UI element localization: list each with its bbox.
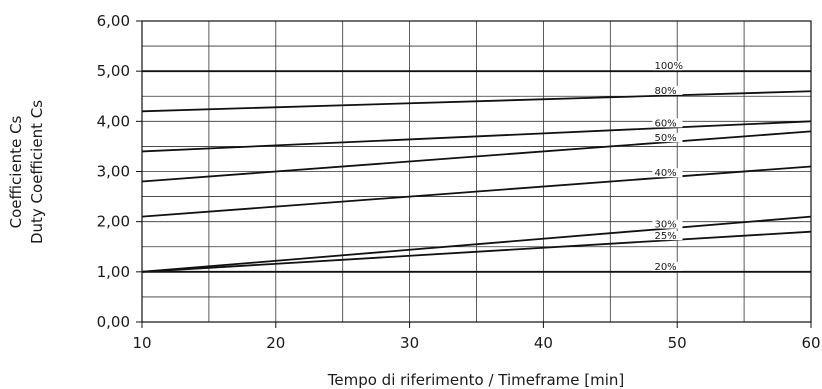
series-label-background xyxy=(652,168,683,178)
y-axis-title-line-2: Duty Coefficient Cs xyxy=(28,100,46,244)
series-line-25pct xyxy=(141,230,812,273)
x-tick-label: 30 xyxy=(400,334,419,352)
series-label-background xyxy=(652,261,683,271)
y-tick-label: 5,00 xyxy=(97,62,130,80)
series-label-background xyxy=(652,231,683,241)
y-axis-title-line-1: Coefficiente Cs xyxy=(7,115,25,228)
series-label-background xyxy=(652,85,683,95)
x-tick-label: 40 xyxy=(534,334,553,352)
series-line-80pct xyxy=(141,90,812,113)
x-tick-label: 60 xyxy=(801,334,820,352)
series-line-50pct xyxy=(141,130,812,183)
series-label-80pct: 80% xyxy=(654,86,676,97)
grid xyxy=(142,21,811,322)
y-tick-label: 2,00 xyxy=(97,213,130,231)
x-axis-title: Tempo di riferimento / Timeframe [min] xyxy=(327,371,625,389)
series-line-60pct xyxy=(141,120,812,153)
tick-labels: 0,00 1,00 2,00 3,00 4,00 5,00 6,00 10 20 30 40 50 60 xyxy=(97,12,821,352)
x-tick-label: 20 xyxy=(266,334,285,352)
series-line-30pct xyxy=(141,215,812,273)
series-label-20pct: 20% xyxy=(654,262,676,273)
series-label-background xyxy=(652,61,683,71)
y-tick-label: 1,00 xyxy=(97,263,130,281)
series-label-30pct: 30% xyxy=(654,220,676,231)
series-lines: 100% 80% 60% 50% 40% 30%25% 20% xyxy=(141,61,812,273)
series-label-60pct: 60% xyxy=(654,118,676,129)
y-tick-label: 3,00 xyxy=(97,163,130,181)
y-tick-label: 4,00 xyxy=(97,112,130,130)
series-label-background xyxy=(652,219,683,229)
y-tick-label: 6,00 xyxy=(97,12,130,30)
series-label-background xyxy=(652,118,683,128)
series-line-40pct xyxy=(141,165,812,218)
x-tick-label: 50 xyxy=(668,334,687,352)
series-label-50pct: 50% xyxy=(654,133,676,144)
series-label-100pct: 100% xyxy=(654,61,683,72)
series-label-background xyxy=(652,133,683,143)
series-label-40pct: 40% xyxy=(654,168,676,179)
x-tick-label: 10 xyxy=(132,334,151,352)
axis-titles: Tempo di riferimento / Timeframe [min] C… xyxy=(7,100,624,389)
y-tick-label: 0,00 xyxy=(97,313,130,331)
series-label-25pct: 25% xyxy=(654,231,676,242)
